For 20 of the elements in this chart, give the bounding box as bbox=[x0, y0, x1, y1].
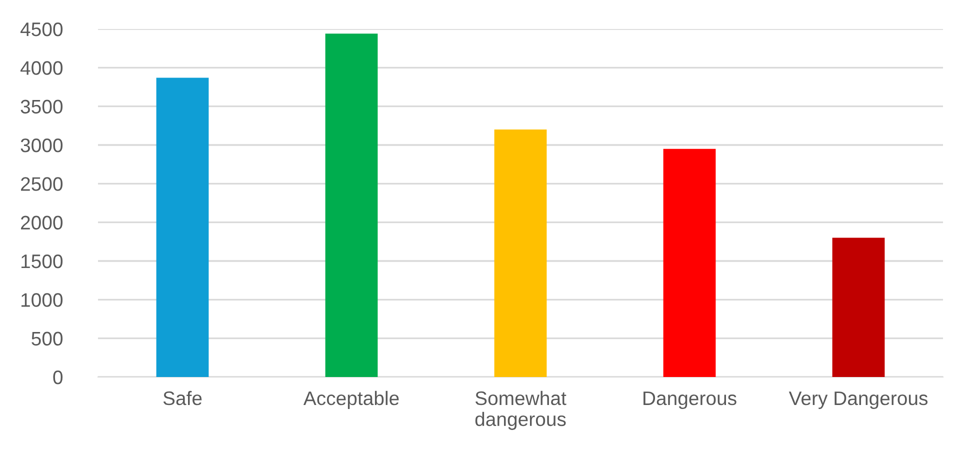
y-tick-label: 3500 bbox=[20, 100, 63, 114]
x-tick-label: Acceptable bbox=[303, 390, 399, 410]
y-tick-label: 4000 bbox=[20, 61, 63, 75]
x-tick-label: Somewhat dangerous bbox=[475, 390, 566, 430]
y-tick-label: 2000 bbox=[21, 216, 63, 230]
y-tick-label: 1000 bbox=[22, 293, 63, 307]
bar bbox=[663, 148, 716, 377]
x-tick-label: Very Dangerous bbox=[788, 392, 928, 410]
x-tick-label: Safe bbox=[163, 390, 202, 406]
y-tick-label: 0 bbox=[53, 370, 63, 384]
bar bbox=[832, 238, 885, 377]
x-tick-label: Dangerous bbox=[644, 392, 736, 410]
y-tick-label: 2500 bbox=[21, 177, 63, 191]
bar bbox=[494, 130, 547, 377]
y-tick-label: 4500 bbox=[20, 22, 63, 36]
y-tick-label: 500 bbox=[32, 332, 63, 346]
bar bbox=[156, 78, 209, 377]
y-tick-label: 3000 bbox=[20, 138, 63, 152]
y-tick-label: 1500 bbox=[22, 254, 63, 268]
bar bbox=[325, 34, 378, 377]
